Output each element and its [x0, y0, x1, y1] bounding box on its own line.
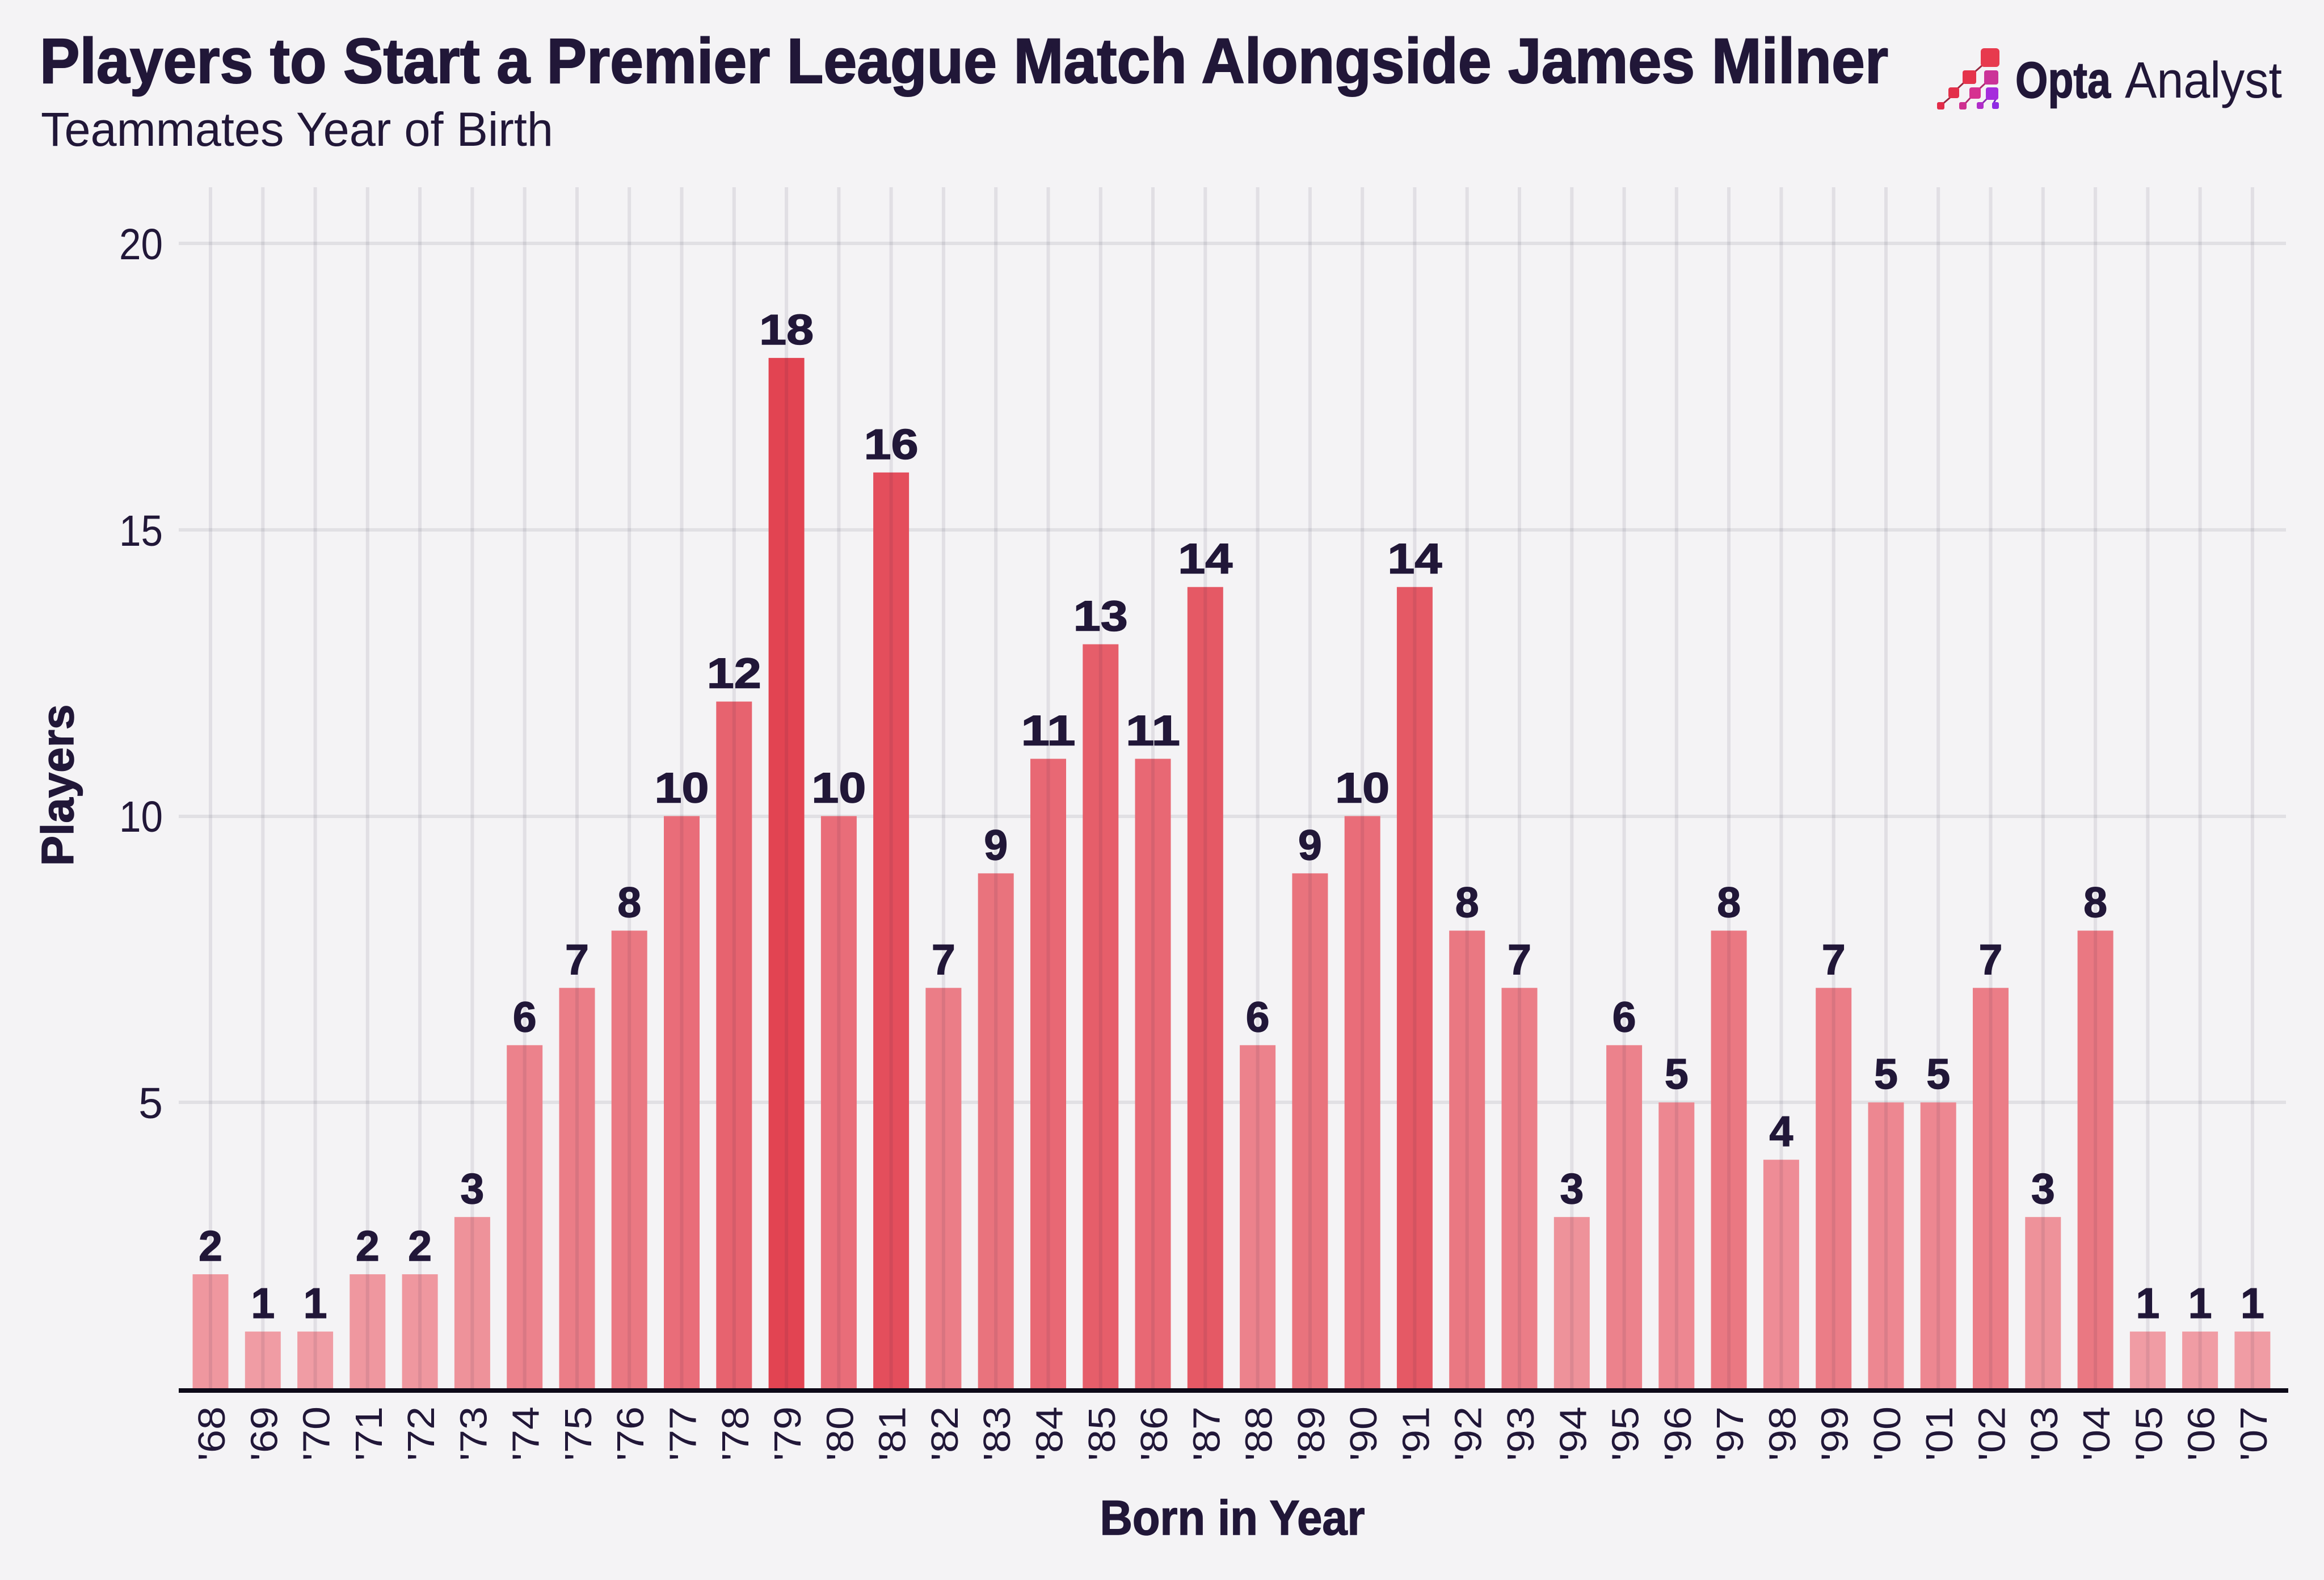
svg-text:6: 6: [513, 993, 537, 1040]
svg-text:'72: '72: [400, 1406, 443, 1461]
svg-text:6: 6: [1613, 993, 1636, 1040]
svg-text:'00: '00: [1866, 1406, 1909, 1461]
svg-text:10: 10: [1335, 764, 1390, 812]
svg-text:4: 4: [1770, 1107, 1793, 1155]
svg-text:2: 2: [356, 1222, 380, 1270]
svg-text:5: 5: [1926, 1050, 1950, 1098]
svg-text:'96: '96: [1657, 1406, 1699, 1461]
svg-text:11: 11: [1021, 707, 1076, 755]
svg-text:7: 7: [1508, 936, 1531, 983]
svg-text:'02: '02: [1971, 1406, 2014, 1461]
svg-text:'95: '95: [1605, 1406, 1647, 1461]
svg-text:'81: '81: [872, 1406, 914, 1461]
svg-text:'07: '07: [2233, 1406, 2275, 1461]
svg-text:'87: '87: [1185, 1406, 1228, 1461]
svg-text:'03: '03: [2023, 1406, 2066, 1461]
svg-text:'85: '85: [1081, 1406, 1123, 1461]
svg-text:7: 7: [932, 936, 955, 983]
svg-text:'77: '77: [662, 1406, 705, 1461]
svg-text:'06: '06: [2180, 1406, 2223, 1461]
svg-text:'05: '05: [2128, 1406, 2170, 1461]
svg-text:'89: '89: [1290, 1406, 1333, 1461]
svg-text:Analyst: Analyst: [2125, 52, 2282, 109]
svg-text:'80: '80: [819, 1406, 861, 1461]
svg-text:'92: '92: [1447, 1406, 1490, 1461]
svg-text:'83: '83: [976, 1406, 1018, 1461]
svg-text:'82: '82: [924, 1406, 966, 1461]
svg-text:'88: '88: [1238, 1406, 1281, 1461]
svg-text:Teammates Year of Birth: Teammates Year of Birth: [41, 103, 553, 156]
svg-text:10: 10: [655, 764, 709, 812]
svg-text:15: 15: [119, 507, 163, 555]
svg-text:'75: '75: [557, 1406, 600, 1461]
svg-text:'71: '71: [348, 1406, 390, 1461]
svg-text:'94: '94: [1552, 1406, 1594, 1461]
svg-text:2: 2: [408, 1222, 432, 1270]
svg-text:9: 9: [1298, 821, 1322, 869]
svg-text:'68: '68: [191, 1406, 233, 1461]
svg-text:'73: '73: [452, 1406, 495, 1461]
svg-text:'70: '70: [296, 1406, 338, 1461]
svg-text:1: 1: [2241, 1279, 2264, 1327]
svg-text:Players to Start a Premier Lea: Players to Start a Premier League Match …: [40, 26, 1888, 96]
svg-text:Born in Year: Born in Year: [1100, 1491, 1365, 1545]
svg-text:'98: '98: [1761, 1406, 1804, 1461]
svg-text:Opta: Opta: [2015, 52, 2111, 109]
svg-text:8: 8: [1455, 878, 1479, 926]
svg-text:1: 1: [2188, 1279, 2212, 1327]
svg-text:3: 3: [2031, 1165, 2055, 1212]
svg-text:8: 8: [2083, 878, 2107, 926]
svg-text:12: 12: [707, 650, 761, 697]
svg-text:'01: '01: [1918, 1406, 1961, 1461]
svg-text:'84: '84: [1029, 1406, 1071, 1461]
svg-text:'78: '78: [714, 1406, 757, 1461]
svg-text:'90: '90: [1342, 1406, 1385, 1461]
svg-text:'97: '97: [1709, 1406, 1752, 1461]
svg-text:3: 3: [461, 1165, 485, 1212]
svg-text:11: 11: [1126, 707, 1180, 755]
svg-text:1: 1: [2136, 1279, 2160, 1327]
svg-text:14: 14: [1387, 535, 1442, 583]
svg-text:10: 10: [811, 764, 866, 812]
svg-text:1: 1: [251, 1279, 275, 1327]
svg-text:7: 7: [1822, 936, 1846, 983]
svg-text:3: 3: [1560, 1165, 1584, 1212]
svg-text:5: 5: [1665, 1050, 1689, 1098]
svg-text:7: 7: [1979, 936, 2003, 983]
svg-text:7: 7: [565, 936, 589, 983]
svg-text:5: 5: [1874, 1050, 1898, 1098]
svg-text:10: 10: [119, 793, 163, 841]
svg-text:6: 6: [1246, 993, 1270, 1040]
svg-text:18: 18: [759, 306, 814, 353]
svg-text:16: 16: [864, 420, 919, 468]
svg-text:14: 14: [1178, 535, 1232, 583]
svg-text:5: 5: [138, 1079, 163, 1128]
svg-text:8: 8: [617, 878, 641, 926]
svg-text:'91: '91: [1395, 1406, 1437, 1461]
svg-text:'74: '74: [505, 1406, 548, 1461]
svg-text:Players: Players: [32, 705, 83, 866]
svg-text:'79: '79: [767, 1406, 809, 1461]
svg-text:2: 2: [199, 1222, 222, 1270]
svg-text:13: 13: [1073, 592, 1128, 640]
svg-text:1: 1: [304, 1279, 327, 1327]
svg-text:'76: '76: [609, 1406, 652, 1461]
svg-text:20: 20: [119, 220, 163, 269]
svg-text:'86: '86: [1133, 1406, 1176, 1461]
svg-text:'99: '99: [1814, 1406, 1856, 1461]
svg-text:9: 9: [984, 821, 1008, 869]
svg-text:'69: '69: [243, 1406, 285, 1461]
svg-text:8: 8: [1717, 878, 1741, 926]
svg-text:'93: '93: [1500, 1406, 1542, 1461]
svg-text:'04: '04: [2075, 1406, 2118, 1461]
